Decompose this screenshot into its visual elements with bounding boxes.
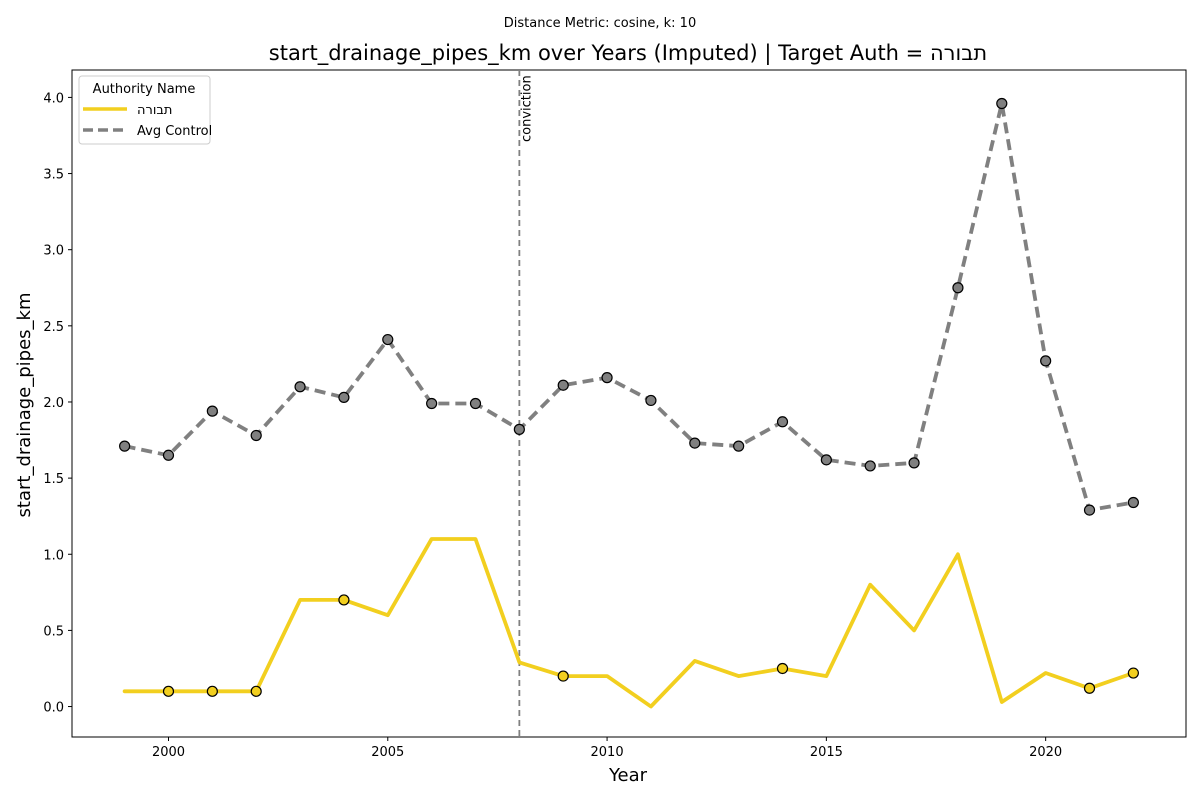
data-point-avg-control: [864, 460, 876, 472]
legend-title: Authority Name: [93, 82, 196, 97]
legend-label-avg-control: Avg Control: [137, 124, 212, 139]
data-point-avg-control: [513, 423, 525, 435]
y-tick-label: 1.5: [43, 472, 64, 487]
data-point-taburah: [338, 594, 350, 606]
series-layer: [119, 97, 1139, 709]
data-point-avg-control: [119, 440, 131, 452]
data-point-avg-control: [162, 449, 175, 461]
x-tick-label: 2000: [152, 745, 185, 760]
conviction-label: conviction: [519, 75, 534, 142]
data-point-avg-control: [689, 437, 701, 449]
legend-label-taburah: תבורה: [137, 103, 172, 118]
y-axis: 0.0 0.5 1.0 1.5 2.0 2.5 3.0 3.5 4.0: [43, 91, 72, 716]
data-point-avg-control: [1040, 355, 1052, 367]
annotations: conviction: [518, 70, 534, 737]
data-point-avg-control: [1127, 496, 1139, 509]
data-point-avg-control: [908, 457, 920, 469]
y-tick-label: 3.5: [43, 168, 64, 183]
legend: Authority Name תבורה Avg Control: [78, 75, 212, 145]
y-tick-label: 1.0: [43, 548, 64, 563]
plot-area: [71, 69, 1187, 738]
x-tick-label: 2010: [591, 745, 624, 760]
x-tick-label: 2005: [371, 745, 404, 760]
x-tick-label: 2015: [810, 745, 843, 760]
legend-box: [78, 75, 211, 145]
data-point-avg-control: [776, 416, 789, 428]
data-point-avg-control: [382, 333, 394, 346]
data-point-avg-control: [996, 97, 1008, 110]
x-axis: 2000 2005 2010 2015 2020: [152, 737, 1062, 760]
y-axis-title: start_drainage_pipes_km: [14, 293, 35, 518]
data-point-avg-control: [338, 391, 350, 404]
data-point-avg-control: [645, 394, 657, 407]
data-point-taburah: [1083, 682, 1096, 694]
data-point-taburah: [776, 662, 789, 675]
data-point-avg-control: [250, 429, 262, 442]
y-tick-label: 0.0: [43, 701, 64, 716]
x-axis-title: Year: [608, 765, 648, 786]
data-point-avg-control: [557, 379, 569, 391]
data-point-avg-control: [294, 381, 306, 393]
chart-supertitle: Distance Metric: cosine, k: 10: [504, 16, 696, 31]
data-point-avg-control: [469, 397, 482, 410]
series-line-avg-control: [124, 101, 1134, 513]
data-point-avg-control: [820, 454, 832, 466]
data-point-taburah: [557, 670, 569, 682]
data-point-avg-control: [733, 440, 745, 452]
chart-title: start_drainage_pipes_km over Years (Impu…: [269, 41, 987, 66]
y-tick-label: 0.5: [43, 624, 64, 639]
series-line-taburah: [122, 537, 1136, 709]
y-tick-label: 2.5: [43, 320, 64, 335]
data-point-taburah: [250, 685, 262, 697]
y-tick-label: 2.0: [43, 396, 64, 411]
x-tick-label: 2020: [1029, 745, 1062, 760]
data-point-taburah: [1127, 667, 1139, 679]
data-point-avg-control: [426, 397, 438, 410]
data-point-avg-control: [1083, 504, 1096, 516]
y-tick-label: 3.0: [43, 244, 64, 259]
data-point-taburah: [206, 685, 218, 697]
y-tick-label: 4.0: [43, 91, 64, 106]
data-point-taburah: [162, 685, 175, 697]
data-point-avg-control: [952, 282, 964, 294]
data-point-avg-control: [601, 372, 613, 384]
data-point-avg-control: [206, 405, 218, 417]
